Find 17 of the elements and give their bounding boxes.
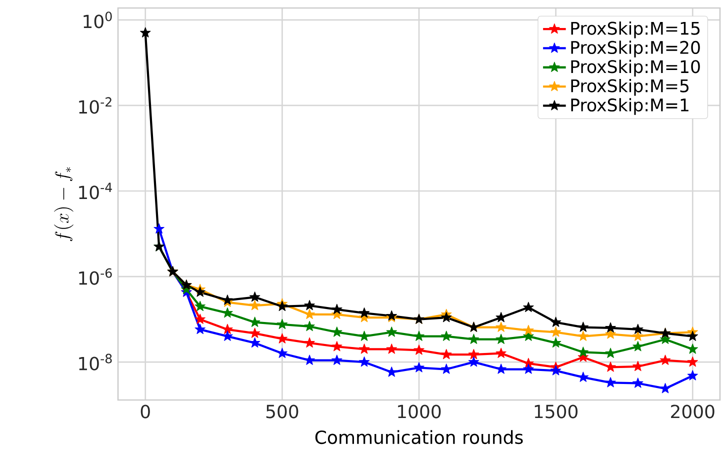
y-axis-title: $f(x)-f_*$ bbox=[54, 167, 74, 242]
x-tick-label: 0 bbox=[140, 404, 150, 418]
legend-label: ProxSkip:M=5 bbox=[571, 78, 688, 96]
x-tick-label: 2000 bbox=[671, 404, 714, 418]
x-tick-label: 500 bbox=[266, 404, 298, 418]
legend-label: ProxSkip:M=15 bbox=[571, 21, 700, 38]
x-axis-title: Communication rounds bbox=[315, 430, 523, 444]
legend-label: ProxSkip:M=10 bbox=[571, 60, 700, 77]
legend-label: ProxSkip:M=20 bbox=[571, 40, 700, 58]
legend-label: ProxSkip:M=1 bbox=[571, 98, 688, 115]
y-tick-label: 10$^{-8}$ bbox=[79, 354, 112, 370]
x-tick-label: 1000 bbox=[398, 404, 441, 418]
y-tick-label: 10$^{-4}$ bbox=[79, 182, 112, 200]
y-tick-label: 10$^{-2}$ bbox=[79, 97, 112, 114]
x-tick-label: 1500 bbox=[534, 404, 578, 418]
y-tick-label: 10$^{0}$ bbox=[84, 12, 112, 28]
y-tick-label: 10$^{-6}$ bbox=[79, 268, 112, 285]
